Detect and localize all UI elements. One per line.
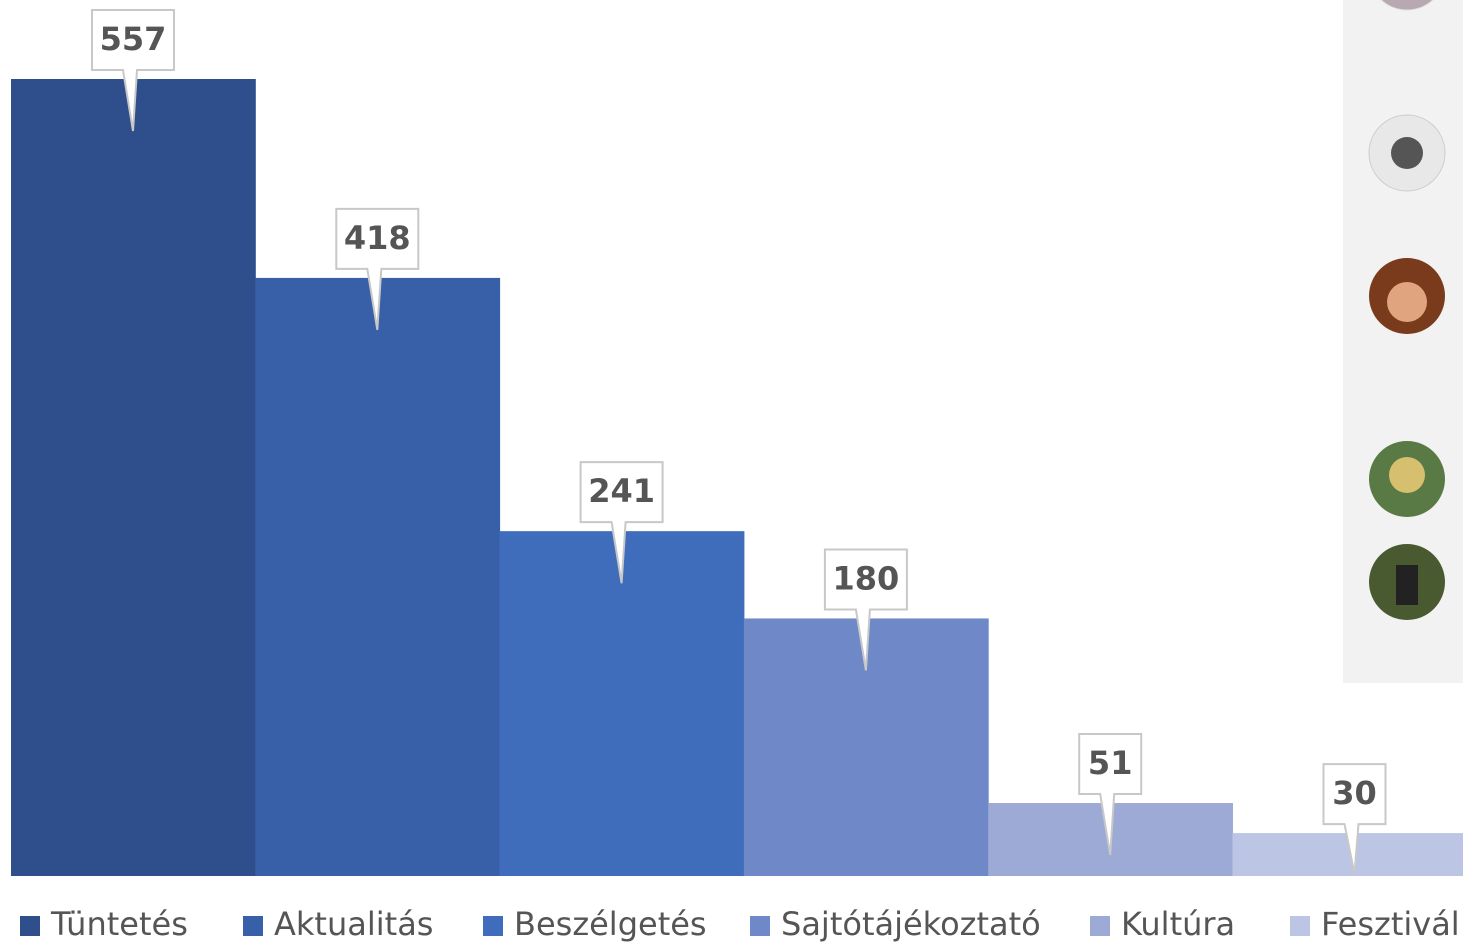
avatar-detail (1389, 457, 1425, 493)
avatar-detail (1391, 137, 1423, 169)
legend-swatch (1090, 916, 1110, 936)
avatar-detail (1387, 282, 1427, 322)
data-label: 180 (833, 559, 900, 597)
page: 557 418 241 180 51 30 Tüntetés Aktualitás Beszé… (0, 0, 1463, 943)
data-label: 30 (1332, 774, 1377, 812)
chart: 557 418 241 180 51 30 Tüntetés Aktualitás Beszé… (0, 0, 1463, 943)
legend-swatch (1290, 916, 1310, 936)
legend-label: Beszélgetés (514, 905, 707, 943)
side-panel (1343, 0, 1463, 683)
bars (11, 79, 1463, 876)
data-label: 557 (100, 20, 167, 58)
data-label: 241 (588, 472, 655, 510)
data-label: 51 (1088, 744, 1133, 782)
legend-swatch (20, 916, 40, 936)
legend-swatch (483, 916, 503, 936)
legend: Tüntetés Aktualitás Beszélgetés Sajtótájéko… (20, 905, 1460, 943)
data-label: 418 (344, 219, 411, 257)
bar (11, 79, 256, 876)
legend-label: Tüntetés (50, 905, 188, 943)
legend-label: Kultúra (1121, 905, 1235, 943)
bar (255, 278, 500, 876)
avatar-detail (1396, 565, 1418, 605)
legend-swatch (243, 916, 263, 936)
legend-swatch (750, 916, 770, 936)
legend-label: Fesztivál (1321, 905, 1460, 943)
legend-label: Aktualitás (274, 905, 433, 943)
legend-label: Sajtótájékoztató (781, 905, 1041, 943)
